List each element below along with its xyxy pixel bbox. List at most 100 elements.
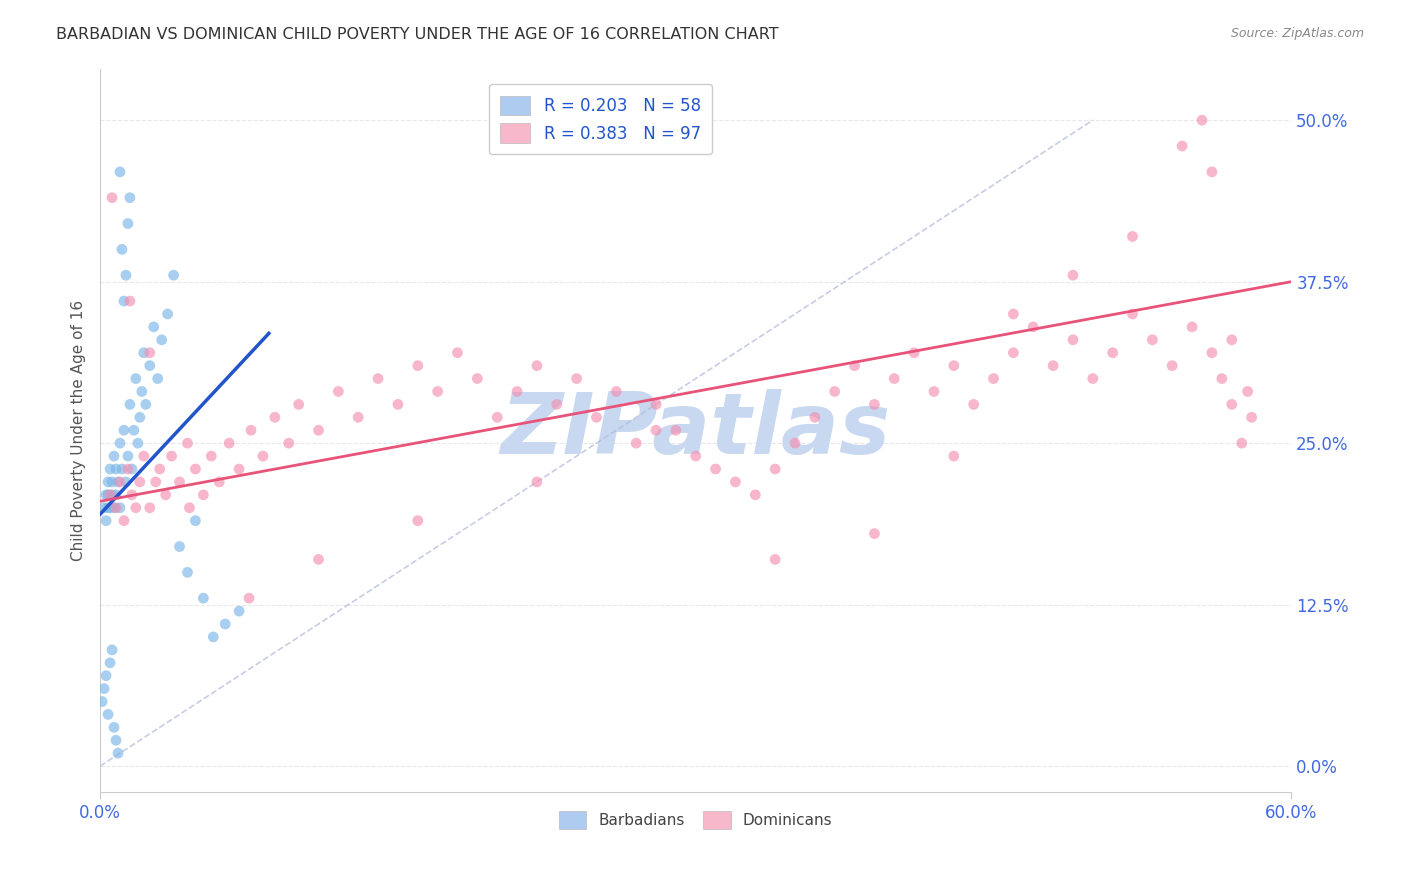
Point: [107, 746, 129, 760]
Point: [117, 462, 139, 476]
Legend: Barbadians, Dominicans: Barbadians, Dominicans: [553, 805, 839, 835]
Point: [105, 462, 128, 476]
Point: [93, 500, 115, 515]
Point: [103, 500, 125, 515]
Point: [228, 462, 250, 476]
Point: [685, 449, 707, 463]
Point: [624, 436, 647, 450]
Point: [146, 371, 169, 385]
Point: [176, 566, 198, 580]
Point: [218, 436, 240, 450]
Point: [1002, 345, 1025, 359]
Point: [1081, 371, 1104, 385]
Point: [1042, 359, 1064, 373]
Point: [1181, 319, 1204, 334]
Point: [942, 449, 965, 463]
Point: [240, 423, 263, 437]
Point: [108, 475, 131, 489]
Point: [117, 217, 139, 231]
Point: [139, 359, 162, 373]
Point: [115, 268, 138, 283]
Point: [156, 307, 179, 321]
Point: [108, 500, 131, 515]
Point: [724, 475, 747, 489]
Point: [111, 243, 134, 257]
Point: [1211, 371, 1233, 385]
Point: [1220, 333, 1243, 347]
Point: [202, 630, 225, 644]
Point: [103, 449, 125, 463]
Point: [665, 423, 688, 437]
Point: [922, 384, 945, 399]
Point: [863, 397, 886, 411]
Point: [328, 384, 350, 399]
Point: [101, 488, 124, 502]
Point: [883, 371, 905, 385]
Point: [135, 397, 157, 411]
Text: BARBADIAN VS DOMINICAN CHILD POVERTY UNDER THE AGE OF 16 CORRELATION CHART: BARBADIAN VS DOMINICAN CHILD POVERTY UND…: [56, 27, 779, 42]
Point: [121, 488, 143, 502]
Point: [118, 397, 141, 411]
Point: [105, 500, 128, 515]
Point: [107, 475, 129, 489]
Point: [763, 552, 786, 566]
Point: [1161, 359, 1184, 373]
Point: [446, 345, 468, 359]
Point: [118, 191, 141, 205]
Point: [963, 397, 986, 411]
Point: [98, 500, 121, 515]
Point: [645, 423, 668, 437]
Point: [98, 462, 121, 476]
Point: [824, 384, 846, 399]
Point: [1191, 113, 1213, 128]
Point: [108, 165, 131, 179]
Point: [149, 462, 172, 476]
Point: [903, 345, 925, 359]
Point: [193, 591, 215, 606]
Point: [169, 475, 191, 489]
Point: [179, 500, 201, 515]
Point: [308, 423, 330, 437]
Point: [1022, 319, 1045, 334]
Point: [804, 410, 827, 425]
Point: [169, 540, 191, 554]
Point: [176, 436, 198, 450]
Point: [1002, 307, 1025, 321]
Point: [208, 475, 231, 489]
Point: [645, 397, 668, 411]
Point: [605, 384, 627, 399]
Point: [1121, 307, 1143, 321]
Point: [526, 475, 548, 489]
Text: ZIPatlas: ZIPatlas: [501, 389, 891, 472]
Point: [112, 514, 135, 528]
Text: Source: ZipAtlas.com: Source: ZipAtlas.com: [1230, 27, 1364, 40]
Point: [193, 488, 215, 502]
Point: [844, 359, 866, 373]
Point: [406, 359, 429, 373]
Point: [1201, 165, 1223, 179]
Point: [252, 449, 274, 463]
Point: [94, 669, 117, 683]
Point: [94, 514, 117, 528]
Point: [367, 371, 389, 385]
Point: [263, 410, 285, 425]
Point: [1171, 139, 1194, 153]
Point: [783, 436, 806, 450]
Point: [98, 488, 121, 502]
Point: [128, 410, 150, 425]
Point: [97, 707, 120, 722]
Point: [125, 500, 148, 515]
Point: [101, 191, 124, 205]
Point: [1236, 384, 1258, 399]
Point: [1121, 229, 1143, 244]
Point: [347, 410, 370, 425]
Point: [426, 384, 449, 399]
Point: [97, 488, 120, 502]
Point: [1201, 345, 1223, 359]
Point: [184, 462, 207, 476]
Point: [112, 423, 135, 437]
Point: [145, 475, 167, 489]
Point: [118, 294, 141, 309]
Point: [546, 397, 568, 411]
Point: [1220, 397, 1243, 411]
